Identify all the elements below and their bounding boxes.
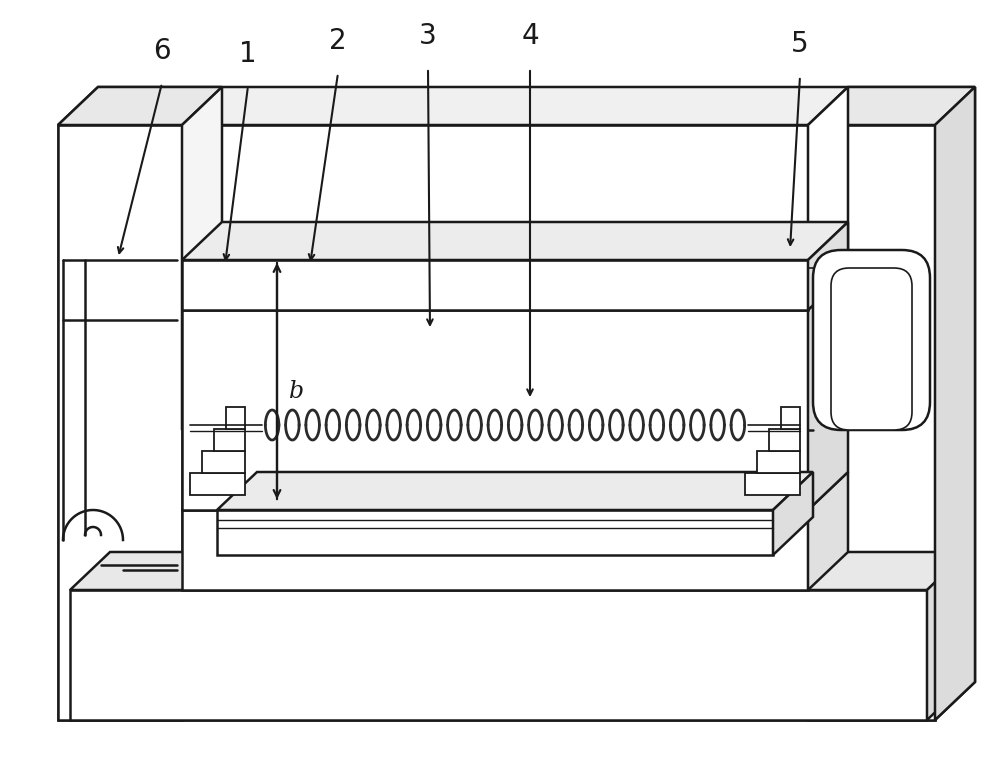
Polygon shape [58, 87, 975, 125]
Bar [58, 125, 935, 720]
Polygon shape [808, 87, 848, 430]
Bar [808, 125, 935, 720]
Polygon shape [182, 222, 848, 260]
Bar [214, 429, 245, 451]
Bar [781, 407, 800, 429]
Polygon shape [808, 472, 848, 590]
Bar [182, 310, 808, 510]
Text: 1: 1 [239, 40, 257, 68]
Polygon shape [808, 222, 848, 310]
Text: 6: 6 [153, 37, 171, 65]
Polygon shape [70, 552, 967, 590]
Polygon shape [182, 272, 848, 310]
Bar [182, 260, 808, 310]
Text: 4: 4 [521, 22, 539, 50]
Bar [70, 590, 927, 720]
Text: 3: 3 [419, 22, 437, 50]
FancyBboxPatch shape [813, 250, 930, 430]
Polygon shape [808, 272, 848, 510]
Polygon shape [927, 552, 967, 720]
Polygon shape [808, 87, 975, 125]
Polygon shape [182, 87, 222, 430]
Text: 2: 2 [329, 27, 347, 55]
Bar [182, 510, 808, 590]
Bar [217, 510, 773, 555]
Polygon shape [58, 87, 222, 125]
Text: 5: 5 [791, 30, 809, 58]
Bar [745, 473, 800, 495]
Polygon shape [182, 472, 848, 510]
Text: b: b [289, 379, 304, 402]
Bar [190, 473, 245, 495]
Bar [757, 451, 800, 473]
Bar [769, 429, 800, 451]
Bar [58, 125, 182, 720]
Polygon shape [773, 472, 813, 555]
Bar [202, 451, 245, 473]
Bar [226, 407, 245, 429]
Polygon shape [217, 472, 813, 510]
Polygon shape [935, 87, 975, 720]
FancyBboxPatch shape [831, 268, 912, 430]
Polygon shape [935, 87, 975, 720]
